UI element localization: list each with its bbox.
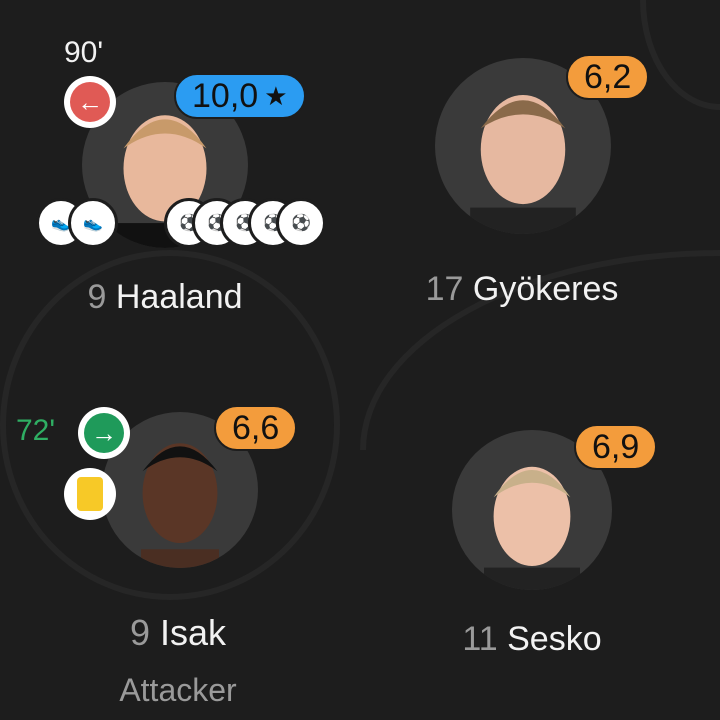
name-text: Isak — [160, 612, 227, 653]
assist-icon: 👟 — [68, 198, 118, 248]
goal-icon: ⚽ — [276, 198, 326, 248]
sub-minute: 90' — [64, 36, 104, 69]
player-name: 9 Haaland — [87, 278, 242, 317]
rating-value: 10,0 — [192, 76, 259, 115]
pitch-arc — [640, 0, 720, 110]
rating-value: 6,6 — [232, 408, 280, 447]
name-text: Haaland — [115, 278, 243, 316]
rating-value: 6,2 — [584, 57, 632, 96]
star-icon: ★ — [264, 80, 288, 111]
rating-badge: 6,9 — [574, 424, 658, 470]
shirt-number: 9 — [87, 278, 107, 316]
sub-out-badge: ← — [64, 76, 116, 128]
shirt-number: 11 — [462, 620, 498, 658]
shirt-number: 17 — [425, 270, 464, 308]
player-name: 17 Gyökeres — [426, 270, 619, 309]
sub-minute: 72' — [16, 414, 56, 447]
rating-value: 6,9 — [592, 427, 640, 466]
player-name: 11 Sesko — [462, 620, 601, 659]
arrow-right-icon: → — [84, 413, 124, 453]
sub-in-badge: → — [78, 407, 130, 459]
yellow-card-icon — [64, 468, 116, 520]
pitch-arc — [0, 250, 340, 600]
player-name: 9 Isak — [130, 612, 226, 654]
name-text: Gyökeres — [472, 270, 619, 308]
arrow-left-icon: ← — [70, 82, 110, 122]
shirt-number: 9 — [129, 612, 150, 653]
rating-badge: 6,2 — [566, 54, 650, 100]
player-position: Attacker — [119, 672, 237, 708]
rating-badge: 10,0 ★ — [174, 73, 306, 119]
name-text: Sesko — [507, 620, 602, 658]
rating-badge: 6,6 — [214, 405, 298, 451]
player-avatar — [435, 58, 611, 234]
